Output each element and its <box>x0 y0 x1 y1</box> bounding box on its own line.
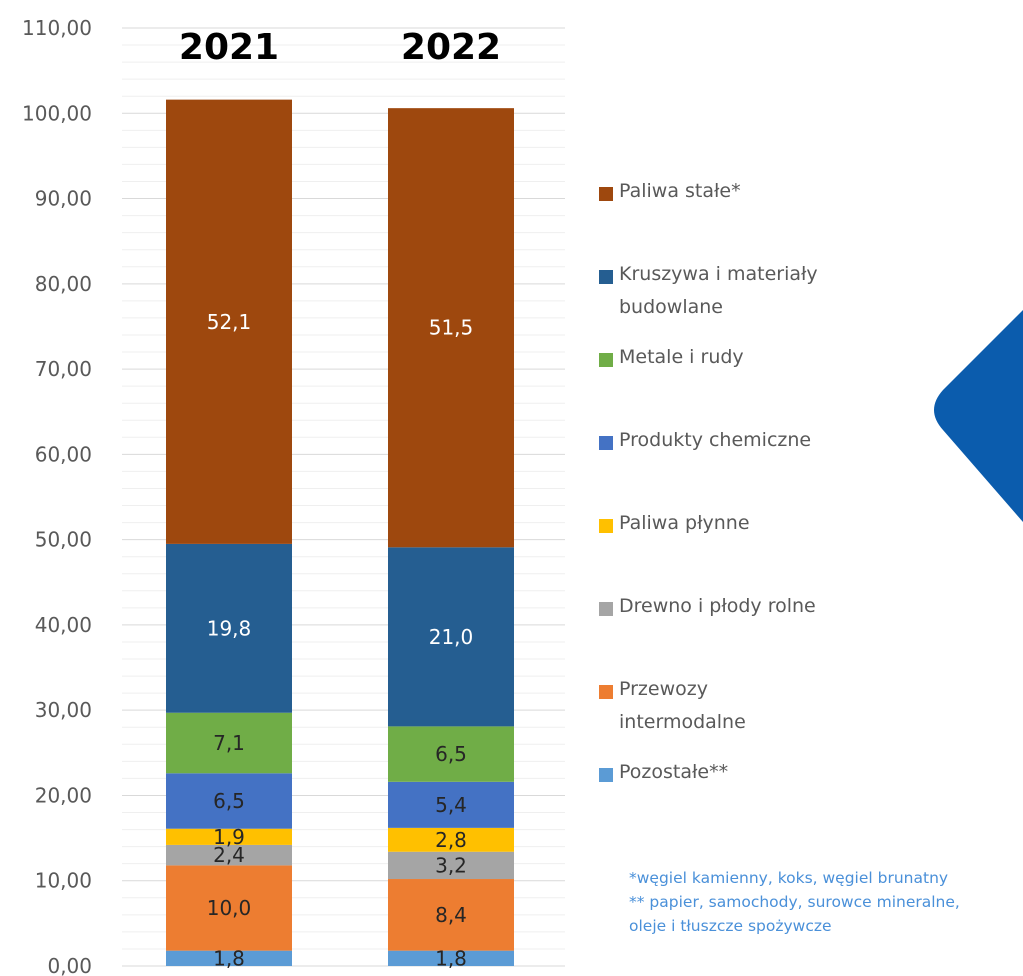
legend-label: Paliwa płynne <box>619 512 750 534</box>
bar-segment <box>166 773 292 829</box>
decorative-shape <box>934 310 1023 522</box>
bar-segment <box>388 108 514 548</box>
data-label: 3,2 <box>435 853 467 877</box>
data-label: 1,9 <box>213 825 245 849</box>
legend-label: Metale i rudy <box>619 346 744 368</box>
y-tick-label: 10,00 <box>35 869 92 893</box>
data-label: 21,0 <box>429 625 474 649</box>
legend-item-kruszywa: Kruszywa i materiały budowlane <box>599 263 879 324</box>
legend-swatch <box>599 519 613 533</box>
legend-swatch <box>599 768 613 782</box>
legend-label: Pozostałe** <box>619 761 729 783</box>
data-label: 2,4 <box>213 843 245 867</box>
legend-swatch <box>599 353 613 367</box>
bar-segment <box>388 547 514 727</box>
y-tick-label: 50,00 <box>35 528 92 552</box>
legend-label: Kruszywa i materiały budowlane <box>619 263 818 318</box>
y-tick-label: 40,00 <box>35 613 92 637</box>
bar-segment <box>388 827 514 852</box>
legend-item-paliwa-stale: Paliwa stałe* <box>599 180 879 208</box>
bar-segment <box>388 950 514 966</box>
legend-item-metale: Metale i rudy <box>599 346 879 374</box>
legend-item-drewno: Drewno i płody rolne <box>599 595 879 623</box>
data-label: 1,8 <box>213 946 245 970</box>
legend-swatch <box>599 436 613 450</box>
bar-segment <box>388 726 514 782</box>
y-tick-label: 30,00 <box>35 698 92 722</box>
legend-label: Paliwa stałe* <box>619 180 741 202</box>
legend-swatch <box>599 602 613 616</box>
y-tick-label: 80,00 <box>35 272 92 296</box>
data-label: 1,8 <box>435 946 467 970</box>
footnote-2: ** papier, samochody, surowce mineralne,… <box>629 893 960 935</box>
legend-item-pozostale: Pozostałe** <box>599 761 879 789</box>
y-tick-label: 90,00 <box>35 187 92 211</box>
y-tick-label: 110,00 <box>22 16 92 40</box>
legend-label: Przewozy intermodalne <box>619 678 746 733</box>
bar-segment <box>166 844 292 866</box>
bar-segment <box>388 781 514 828</box>
y-tick-label: 70,00 <box>35 357 92 381</box>
legend-swatch <box>599 685 613 699</box>
legend-item-produkty-chemiczne: Produkty chemiczne <box>599 429 879 457</box>
legend-label: Produkty chemiczne <box>619 429 812 451</box>
bar-segment <box>166 712 292 774</box>
footnote-1: *węgiel kamienny, koks, węgiel brunatny <box>629 869 949 887</box>
data-label: 6,5 <box>213 789 245 813</box>
legend-label: Drewno i płody rolne <box>619 595 816 617</box>
data-label: 5,4 <box>435 793 467 817</box>
data-label: 2,8 <box>435 828 467 852</box>
bar-segment <box>166 99 292 544</box>
data-label: 10,0 <box>207 896 252 920</box>
data-label: 52,1 <box>207 310 252 334</box>
legend-item-paliwa-plynne: Paliwa płynne <box>599 512 879 540</box>
y-tick-label: 60,00 <box>35 442 92 466</box>
data-label: 19,8 <box>207 616 252 640</box>
legend-swatch <box>599 270 613 284</box>
legend-swatch <box>599 187 613 201</box>
data-label: 6,5 <box>435 742 467 766</box>
y-tick-label: 0,00 <box>47 954 92 976</box>
bar-segment <box>166 950 292 966</box>
y-tick-label: 100,00 <box>22 101 92 125</box>
bar-segment <box>166 828 292 845</box>
bar-segment <box>388 879 514 951</box>
category-label: 2021 <box>179 27 279 68</box>
data-label: 51,5 <box>429 316 474 340</box>
category-label: 2022 <box>401 27 501 68</box>
y-tick-label: 20,00 <box>35 783 92 807</box>
data-label: 7,1 <box>213 731 245 755</box>
legend-item-przewozy: Przewozy intermodalne <box>599 678 769 739</box>
data-label: 8,4 <box>435 903 467 927</box>
bar-segment <box>166 865 292 951</box>
bar-segment <box>166 543 292 713</box>
bar-segment <box>388 851 514 880</box>
